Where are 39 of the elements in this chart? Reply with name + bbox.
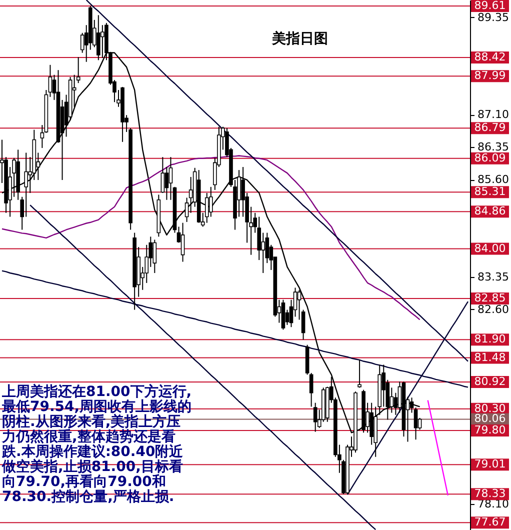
candlestick	[358, 359, 362, 388]
candlestick	[96, 14, 100, 61]
ref-line-label: 80.30	[474, 402, 506, 415]
candlestick	[168, 156, 173, 200]
y-tick-label: 86.35	[478, 140, 509, 154]
candlestick	[313, 402, 318, 432]
ref-line-label: 79.80	[474, 423, 506, 436]
ref-line-label: 82.85	[474, 292, 506, 305]
ref-line-label: 84.00	[474, 242, 506, 255]
y-tick-label: 89.35	[478, 10, 509, 24]
y-tick-label: 83.35	[478, 270, 509, 284]
ref-line-label: 80.06	[474, 412, 506, 426]
ref-line-label: 85.31	[474, 185, 506, 198]
candlestick	[309, 372, 314, 408]
ref-line-label: 81.48	[474, 350, 506, 364]
annotation: 力仍然很重,整体趋势还是看	[1, 428, 176, 445]
annotation: 向79.70,再看向79.00和	[2, 473, 166, 490]
annotation: 跌.本周操作建议:80.40附近	[1, 443, 184, 460]
ref-line-label: 87.99	[474, 69, 506, 82]
text: 美指日图	[271, 30, 328, 47]
ref-line-label: 79.01	[474, 458, 506, 471]
y-tick-label: 82.60	[478, 302, 509, 316]
y-tick-label: 87.10	[478, 108, 509, 122]
line-series	[427, 400, 449, 496]
ref-line-label: 80.92	[474, 375, 506, 388]
ref-line-label: 77.67	[474, 516, 506, 529]
line-series	[1, 155, 420, 320]
y-tick-label: 85.60	[478, 173, 509, 186]
ref-line-label: 86.09	[474, 151, 506, 164]
ref-line-label: 89.61	[474, 0, 506, 12]
ref-line-label: 78.33	[474, 487, 506, 500]
candlestick	[180, 222, 185, 262]
ref-line-label: 88.42	[474, 50, 506, 64]
ref-line-label: 84.86	[474, 204, 506, 218]
candlestick	[24, 152, 28, 218]
candlestick	[152, 239, 157, 274]
ref-line-label: 86.79	[474, 121, 506, 134]
annotation: 上周美指还在81.00下方运行,	[1, 383, 192, 400]
ref-line-label: 81.90	[474, 332, 506, 346]
